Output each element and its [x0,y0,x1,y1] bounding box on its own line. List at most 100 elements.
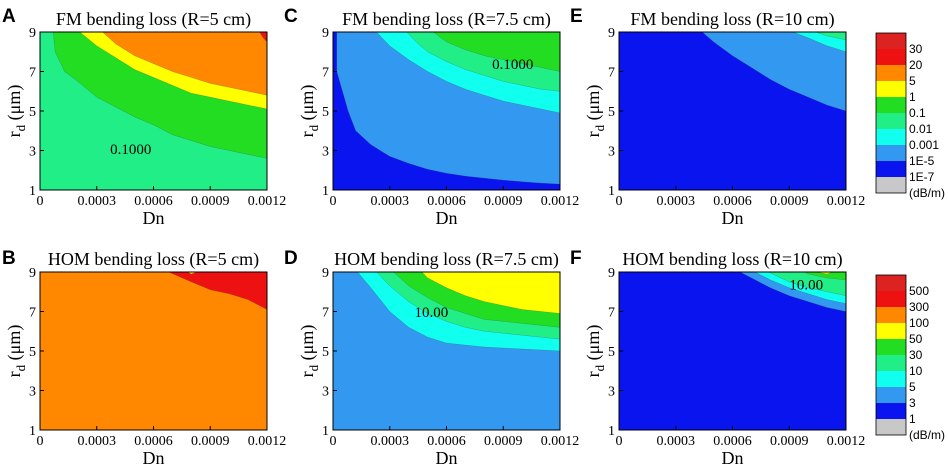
colorbar-swatch [876,81,906,97]
colorbar-swatch [876,419,906,435]
colorbar-swatch [876,129,906,145]
colorbar-swatch [876,65,906,81]
colorbar-label: 300 [909,300,929,314]
panel-A: A 0.1000 FM bending loss (R=5 cm) 0 0.0003 0… [2,6,286,228]
y-axis-label: rd (μm) [4,325,28,378]
x-tick-label: 0.0012 [248,194,287,209]
y-tick-label: 5 [29,345,36,360]
y-tick-label: 7 [322,66,329,81]
panel-title: HOM bending loss (R=7.5 cm) [334,249,559,270]
colorbar-label: 30 [909,348,923,362]
colorbar-label: 500 [909,284,929,298]
y-tick-label: 3 [322,145,329,160]
colorbar-fm: 1E-7 1E-5 0.001 0.01 0.1 1 5 20 30 (dB/m) [875,32,945,200]
contour-region-level-8 [168,272,267,310]
y-tick-label: 1 [29,184,36,199]
contour-label: 10.00 [414,305,448,321]
y-tick-label: 7 [29,306,36,321]
colorbar-label: 30 [909,42,923,56]
x-tick-label: 0.0012 [248,434,287,449]
x-axis-label: Dn [722,208,744,228]
panel-F: F 10.00 HOM bending loss (R=10 cm) 0 0.0003… [570,248,865,468]
plot-area [619,32,846,190]
x-tick-label: 0.0006 [713,434,752,449]
panel-title: FM bending loss (R=10 cm) [630,9,834,30]
x-tick-label: 0.0009 [770,194,809,209]
colorbar-swatch [876,161,906,177]
contour-label: 0.1000 [492,57,533,73]
y-tick-label: 7 [608,306,615,321]
y-tick-label: 5 [608,345,615,360]
contour-region-level-6 [102,32,267,96]
y-tick-label: 5 [608,105,615,120]
x-axis-label: Dn [143,448,165,468]
contour-region-level-5 [432,32,560,72]
y-axis-label: rd (μm) [297,85,321,138]
y-tick-label: 5 [322,345,329,360]
x-tick-label: 0.0003 [78,434,117,449]
x-tick-label: 0.0003 [371,194,410,209]
x-tick-label: 0.0006 [427,194,466,209]
panel-letter-B: B [2,248,16,269]
y-axis-label: rd (μm) [297,325,321,378]
colorbar-swatch [876,403,906,419]
panel-title: HOM bending loss (R=5 cm) [48,249,259,270]
x-tick-label: 0 [330,194,337,209]
x-tick-label: 0.0003 [657,434,696,449]
contour-region-level-9 [259,32,267,43]
colorbar-label: 20 [909,58,923,72]
colorbar-swatch [876,371,906,387]
y-tick-label: 3 [608,145,615,160]
y-tick-label: 5 [29,105,36,120]
y-tick-label: 3 [29,385,36,400]
colorbar-swatch [876,49,906,65]
colorbar-label: 100 [909,316,929,330]
panel-title: HOM bending loss (R=10 cm) [622,249,842,270]
y-tick-label: 3 [322,385,329,400]
x-tick-label: 0.0006 [713,194,752,209]
x-tick-label: 0 [616,194,623,209]
colorbar-label: 1 [909,412,916,426]
panel-letter-A: A [2,6,16,27]
y-axis-label: rd (μm) [583,85,607,138]
colorbar-swatch [876,323,906,339]
y-tick-label: 9 [608,266,615,281]
x-tick-label: 0.0009 [770,434,809,449]
colorbar-swatch [876,387,906,403]
y-tick-label: 9 [29,26,36,41]
panel-title: FM bending loss (R=5 cm) [56,9,251,30]
contour-label: 10.00 [789,277,823,293]
x-tick-label: 0.0009 [484,434,523,449]
x-tick-label: 0.0009 [484,194,523,209]
colorbar-frame [875,32,907,194]
colorbar-hom: 1 3 5 10 30 50 100 300 500 (dB/m) [875,274,945,442]
colorbar-label: 10 [909,364,923,378]
panel-E: E FM bending loss (R=10 cm) 0 0.0003 0.0006… [570,6,865,228]
y-tick-label: 3 [29,145,36,160]
y-tick-label: 7 [608,66,615,81]
colorbar-swatch [876,291,906,307]
x-tick-label: 0.0006 [134,434,173,449]
y-tick-label: 1 [29,424,36,439]
contour-region-level-6 [421,272,560,314]
x-tick-label: 0.0006 [427,434,466,449]
colorbar-unit: (dB/m) [909,186,945,200]
panel-title: FM bending loss (R=7.5 cm) [342,9,551,30]
x-axis-label: Dn [436,208,458,228]
x-tick-label: 0 [37,194,44,209]
y-tick-label: 3 [608,385,615,400]
colorbar-swatch [876,33,906,49]
contour-region-level-5 [804,272,846,281]
plot-area [40,32,267,190]
x-tick-label: 0 [330,434,337,449]
x-tick-label: 0.0003 [371,434,410,449]
x-tick-label: 0.0012 [827,194,866,209]
contour-region-level-4 [815,32,846,41]
colorbar-label: 5 [909,380,916,394]
y-tick-label: 9 [29,266,36,281]
y-tick-label: 9 [322,26,329,41]
colorbar-swatch [876,177,906,193]
x-tick-label: 0.0006 [134,194,173,209]
x-tick-label: 0.0012 [541,434,580,449]
panel-letter-F: F [570,248,582,269]
